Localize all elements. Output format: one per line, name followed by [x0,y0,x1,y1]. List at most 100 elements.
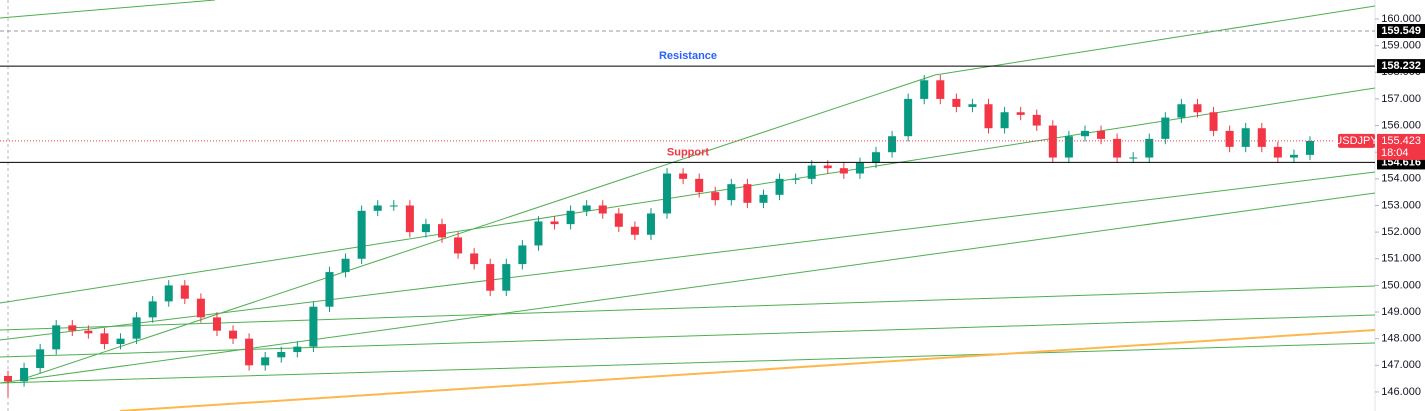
candle-body [920,80,929,99]
candle-body [888,136,897,153]
y-tick-label: 153.000 [1381,199,1421,211]
candle-body [791,178,800,180]
candle-body [486,264,495,291]
y-tick-label: 159.000 [1381,40,1421,52]
y-tick-label: 146.000 [1381,386,1421,398]
candle-body [341,258,350,273]
y-tick-label: 148.000 [1381,333,1421,345]
candle-body [1129,157,1138,159]
trendline [0,0,216,19]
candle-body [36,349,45,368]
countdown-label: 18:04 [1381,147,1409,159]
candle-body [470,253,479,265]
trendline [19,74,936,381]
candle-body [1000,112,1009,129]
candle-body [454,237,463,254]
candle-body [534,221,543,246]
candle-body [405,205,414,233]
candle-body [566,210,575,225]
y-tick-label: 149.000 [1381,306,1421,318]
candle-body [421,224,430,233]
trendline [0,171,1376,341]
y-tick-label: 151.000 [1381,253,1421,265]
candle-body [904,98,913,137]
candle-body [1064,136,1073,158]
candle-body [1048,125,1057,158]
candle-body [952,98,961,107]
candle-body [1273,146,1282,158]
candle-body [630,226,639,235]
candle-body [116,338,125,345]
candle-body [164,285,173,302]
candle-body [261,357,270,366]
candle-body [3,375,13,382]
candle-body [727,184,736,201]
trendline-orange [119,329,1376,411]
candle-body [309,306,318,347]
candle-body [437,224,447,238]
candle-body [1113,138,1122,158]
candle-body [196,298,205,318]
candle-body [148,301,157,318]
trendline [0,87,1376,304]
candle-body [357,210,366,259]
candle-body [389,205,398,207]
candle-body [936,80,945,99]
level-label-box [1377,24,1425,39]
candle-body [839,168,848,174]
candle-body [277,351,286,358]
candle-body [1016,112,1025,115]
candle-body [775,178,784,195]
candle-body [52,325,61,350]
candle-body [1177,104,1186,118]
candle-body [582,205,591,211]
candle-body [550,221,559,225]
trendline [934,5,1376,76]
trendline [0,314,1376,358]
candle-body [245,338,254,366]
candle-body [679,173,688,179]
candle-body [1193,104,1202,113]
level-label: 158.232 [1381,60,1421,72]
last-price-box [1377,133,1425,160]
level-label-box [1377,59,1425,74]
y-tick-label: 156.000 [1381,119,1421,131]
y-tick-label: 157.000 [1381,93,1421,105]
candle-body [1145,138,1154,158]
candle-body [229,330,238,339]
candle-body [293,346,302,352]
candle-body [373,205,382,211]
candle-body [984,104,993,129]
candle-body [1097,130,1106,139]
last-price-label: 155.423 [1381,135,1421,147]
symbol-label: USDJPY [1334,135,1378,147]
candle-body [84,330,93,334]
level-label: 159.549 [1381,25,1421,37]
candle-body [855,162,864,174]
candle-body [1161,117,1170,139]
candle-body [20,367,29,382]
candle-body [807,165,816,179]
candle-body [663,173,672,214]
candle-body [1305,141,1315,155]
candle-body [1209,112,1218,131]
trendline [0,285,1376,331]
level-annotation: Support [667,146,709,158]
y-tick-label: 152.000 [1381,226,1421,238]
candle-body [871,152,881,163]
candle-body [743,184,752,203]
candle-body [132,317,141,339]
symbol-box [1338,133,1375,148]
candle-body [1241,128,1250,147]
y-tick-label: 160.000 [1381,13,1421,25]
trendlines [0,0,1376,384]
candle-body [614,213,623,227]
trendline [0,192,1376,384]
candle-body [212,317,221,331]
candle-body [646,213,655,235]
candle-body [180,285,189,299]
candle-body [759,194,768,203]
candle-body [100,333,109,345]
candle-body [1289,154,1298,158]
